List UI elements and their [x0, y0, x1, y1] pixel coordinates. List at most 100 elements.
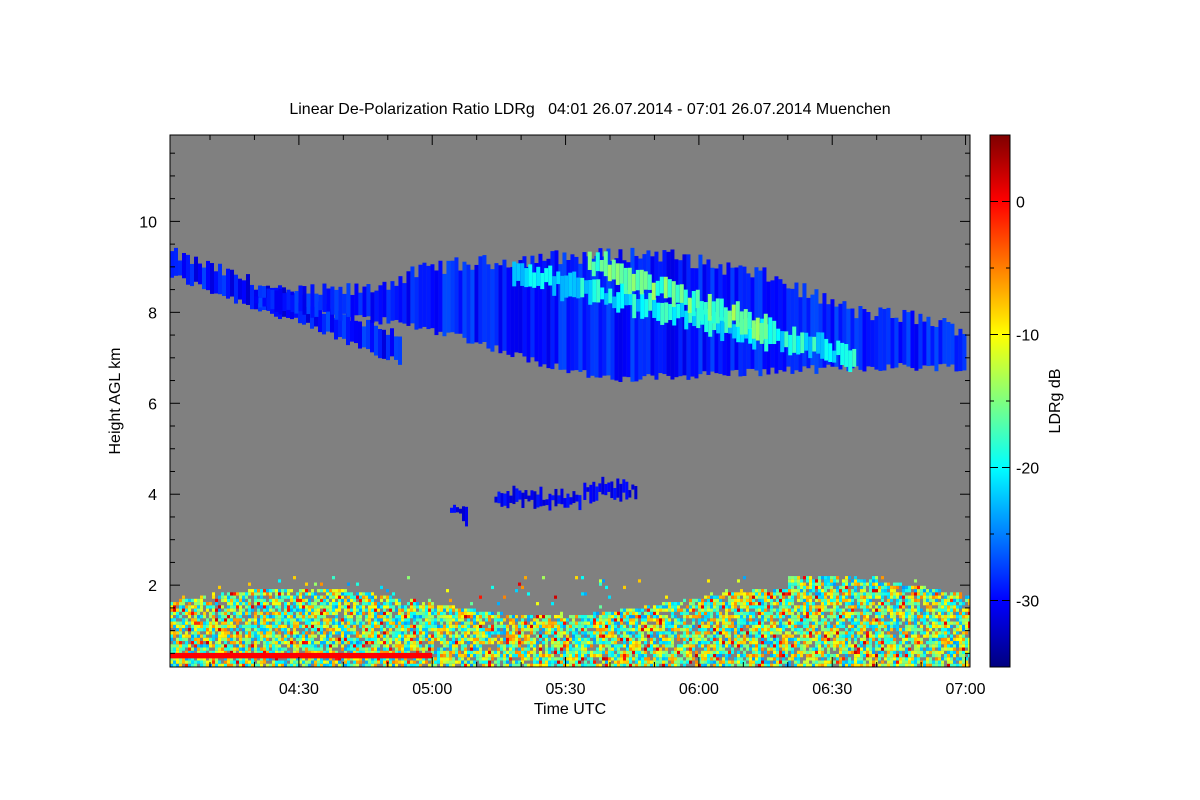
- noise-cell: [602, 621, 605, 625]
- noise-cell: [533, 637, 536, 642]
- noise-cell: [743, 644, 746, 648]
- noise-cell: [908, 608, 911, 612]
- noise-cell: [671, 624, 674, 629]
- noise-cell: [224, 644, 227, 648]
- noise-cell: [827, 585, 830, 590]
- noise-cell: [326, 608, 329, 612]
- noise-cell: [377, 647, 380, 651]
- noise-cell: [524, 615, 527, 619]
- noise-cell: [848, 657, 851, 661]
- noise-cell: [359, 660, 362, 664]
- noise-cell: [179, 628, 182, 632]
- noise-cell: [773, 592, 776, 596]
- noise-cell: [236, 628, 239, 632]
- noise-cell: [689, 605, 692, 609]
- noise-cell: [317, 647, 320, 651]
- noise-cell: [200, 657, 203, 661]
- noise-cell: [809, 595, 812, 599]
- noise-cell: [182, 644, 185, 648]
- noise-cell: [188, 608, 191, 612]
- noise-cell: [689, 602, 692, 606]
- noise-cell: [929, 605, 932, 609]
- noise-cell: [356, 605, 359, 609]
- noise-cell: [296, 634, 299, 638]
- noise-cell: [182, 608, 185, 612]
- noise-cell: [857, 663, 860, 667]
- noise-cell: [863, 602, 866, 606]
- noise-cell: [341, 595, 344, 599]
- noise-cell: [779, 595, 782, 599]
- noise-cell: [593, 641, 596, 645]
- noise-cell: [905, 598, 908, 603]
- noise-cell: [521, 654, 524, 658]
- noise-cell: [326, 657, 329, 661]
- noise-cell: [383, 605, 386, 609]
- noise-cell: [905, 595, 908, 599]
- noise-cell: [713, 657, 716, 661]
- noise-cell: [728, 592, 731, 596]
- noise-cell: [638, 641, 641, 645]
- noise-cell: [914, 631, 917, 635]
- noise-cell: [488, 641, 491, 645]
- noise-cell: [278, 592, 281, 596]
- noise-cell: [524, 576, 527, 580]
- noise-cell: [602, 624, 605, 629]
- noise-cell: [884, 647, 887, 651]
- noise-cell: [830, 582, 833, 586]
- noise-cell: [356, 631, 359, 635]
- noise-cell: [251, 637, 254, 642]
- noise-cell: [335, 608, 338, 612]
- noise-cell: [656, 621, 659, 625]
- noise-cell: [926, 589, 929, 593]
- noise-cell: [512, 660, 515, 664]
- noise-cell: [392, 631, 395, 635]
- noise-cell: [683, 654, 686, 658]
- noise-cell: [581, 618, 584, 622]
- noise-cell: [416, 644, 419, 648]
- noise-cell: [245, 611, 248, 616]
- noise-cell: [374, 637, 377, 642]
- noise-cell: [194, 602, 197, 606]
- noise-cell: [353, 660, 356, 664]
- noise-cell: [374, 663, 377, 667]
- noise-cell: [611, 663, 614, 667]
- noise-cell: [761, 634, 764, 638]
- noise-cell: [215, 660, 218, 664]
- noise-cell: [752, 592, 755, 596]
- noise-cell: [266, 592, 269, 596]
- noise-cell: [725, 644, 728, 648]
- noise-cell: [440, 657, 443, 661]
- noise-cell: [365, 657, 368, 661]
- noise-cell: [755, 647, 758, 651]
- noise-cell: [920, 589, 923, 593]
- noise-cell: [632, 637, 635, 642]
- noise-cell: [755, 621, 758, 625]
- noise-cell: [563, 637, 566, 642]
- noise-cell: [842, 579, 845, 583]
- noise-cell: [653, 618, 656, 622]
- noise-cell: [533, 647, 536, 651]
- noise-cell: [833, 637, 836, 642]
- noise-cell: [359, 608, 362, 612]
- noise-cell: [794, 657, 797, 661]
- noise-cell: [839, 647, 842, 651]
- noise-cell: [224, 608, 227, 612]
- noise-cell: [680, 608, 683, 612]
- noise-cell: [893, 647, 896, 651]
- noise-cell: [821, 598, 824, 603]
- noise-cell: [248, 611, 251, 616]
- cloud-cell: [502, 259, 507, 351]
- noise-cell: [599, 663, 602, 667]
- noise-cell: [305, 644, 308, 648]
- noise-cell: [557, 624, 560, 629]
- noise-cell: [212, 631, 215, 635]
- noise-cell: [638, 634, 641, 638]
- noise-cell: [326, 595, 329, 599]
- noise-cell: [851, 644, 854, 648]
- noise-cell: [578, 663, 581, 667]
- noise-cell: [485, 637, 488, 642]
- noise-cell: [233, 611, 236, 616]
- noise-cell: [533, 654, 536, 658]
- streak-cell: [636, 299, 641, 312]
- noise-cell: [770, 663, 773, 667]
